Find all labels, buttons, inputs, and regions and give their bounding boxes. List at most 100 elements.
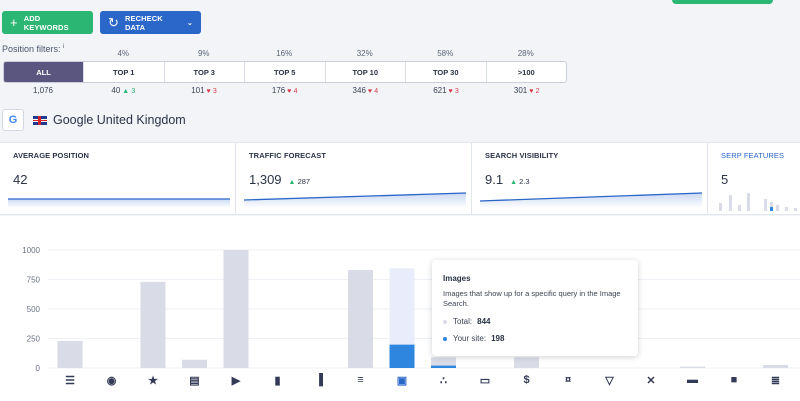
filter-percentages: 4% 9% 16% 32% 58% 28% bbox=[83, 49, 566, 58]
bar-total-people-also-ask[interactable] bbox=[348, 270, 373, 368]
filter-tab-top-3[interactable]: TOP 3 bbox=[165, 62, 245, 82]
bar-total-featured-snippet[interactable] bbox=[57, 340, 83, 368]
filter-percent: 16% bbox=[276, 49, 293, 58]
kpi-value: 1,309 bbox=[249, 172, 282, 187]
carousel-icon[interactable]: ▮ bbox=[274, 374, 281, 387]
filter-percent: 9% bbox=[197, 49, 210, 58]
heart-down-icon: ♥ bbox=[365, 88, 373, 95]
x-icon[interactable]: ✕ bbox=[646, 374, 656, 387]
count-value: 176 bbox=[271, 86, 286, 95]
heart-down-icon: ♥ bbox=[204, 88, 211, 95]
rectangle-icon[interactable]: ▭ bbox=[479, 374, 491, 387]
filter-count: 1,076 bbox=[3, 86, 83, 95]
region-name: Google United Kingdom bbox=[53, 113, 186, 127]
count-value: 101 bbox=[191, 86, 205, 95]
recheck-data-button[interactable]: ↻ RECHECK DATA ⌄ bbox=[100, 11, 201, 34]
kpi-delta: 287 bbox=[297, 177, 311, 186]
image-icon[interactable]: ▣ bbox=[396, 374, 408, 387]
pin-icon[interactable]: ◉ bbox=[106, 374, 117, 387]
kpi-title[interactable]: SERP FEATURES bbox=[721, 151, 785, 160]
faq-icon[interactable]: ≡ bbox=[357, 374, 364, 386]
kpi-value: 42 bbox=[13, 172, 28, 187]
filter-count: 621 ♥ 3 bbox=[406, 86, 487, 95]
y-tick-label: 750 bbox=[27, 276, 41, 285]
serp-features-chart: 0 250 500 750 1000 ☰ ◉ ★ ▤ ▶ ▮ ▐ ≡ ▣ ∴ ▭ $ ¤ ▽ ✕ ▬ ■ ≣ bbox=[0, 216, 800, 401]
bar-total-sitelinks[interactable] bbox=[182, 359, 207, 368]
heart-down-icon: ♥ bbox=[446, 88, 453, 95]
basket-icon[interactable]: ▽ bbox=[605, 374, 614, 387]
position-filters-label: Position filters: i bbox=[2, 44, 65, 54]
bar-total-shopping[interactable] bbox=[514, 357, 539, 368]
arrow-up-icon: ▲ bbox=[120, 88, 130, 95]
filter-tab-top-10[interactable]: TOP 10 bbox=[326, 62, 406, 82]
menu-icon[interactable]: ≣ bbox=[770, 374, 781, 387]
toolbar: + ADD KEYWORDS ↻ RECHECK DATA ⌄ bbox=[0, 0, 800, 42]
filter-tab-top-30[interactable]: TOP 30 bbox=[406, 62, 487, 82]
briefcase-icon[interactable]: ■ bbox=[730, 374, 738, 386]
kpi-title: SEARCH VISIBILITY bbox=[485, 151, 559, 160]
uk-flag-icon bbox=[33, 115, 47, 125]
kpi-cards: AVERAGE POSITION 42 TRAFFIC FORECAST 1,3… bbox=[0, 142, 800, 215]
count-value: 346 bbox=[352, 86, 366, 95]
kpi-title: AVERAGE POSITION bbox=[13, 151, 90, 160]
bar-total-hotels[interactable] bbox=[680, 366, 705, 368]
serp-feature-icons: ☰ ◉ ★ ▤ ▶ ▮ ▐ ≡ ▣ ∴ ▭ $ ¤ ▽ ✕ ▬ ■ ≣ bbox=[0, 371, 800, 389]
tooltip-total-value: 844 bbox=[477, 317, 491, 327]
news-icon[interactable]: ▐ bbox=[315, 374, 323, 386]
info-icon[interactable]: i bbox=[63, 44, 65, 50]
graph-icon[interactable]: ∴ bbox=[440, 374, 447, 387]
kpi-traffic-forecast[interactable]: TRAFFIC FORECAST 1,309 ▲ 287 bbox=[236, 143, 472, 214]
table-icon[interactable]: ▤ bbox=[189, 374, 200, 387]
filter-tab-over-100[interactable]: >100 bbox=[517, 67, 535, 77]
bar-total-reviews[interactable] bbox=[140, 281, 166, 368]
recheck-data-label: RECHECK DATA bbox=[125, 13, 163, 32]
region-selector: G Google United Kingdom bbox=[2, 108, 186, 132]
bar-site-images[interactable] bbox=[389, 344, 415, 368]
dollar-circle-icon[interactable]: ¤ bbox=[564, 374, 572, 386]
bar-total-video[interactable] bbox=[223, 250, 249, 368]
bar-total-knowledge-graph[interactable] bbox=[431, 357, 456, 368]
arrow-up-icon: ▲ bbox=[510, 179, 518, 186]
count-delta: 2 bbox=[535, 88, 540, 95]
chart-tooltip: Images Images that show up for a specifi… bbox=[432, 260, 638, 356]
legend-dot-total bbox=[443, 319, 447, 324]
add-keywords-label: ADD KEYWORDS bbox=[23, 13, 69, 32]
dollar-badge-icon[interactable]: $ bbox=[523, 374, 530, 386]
filter-count: 176 ♥ 4 bbox=[244, 86, 325, 95]
bed-icon[interactable]: ▬ bbox=[687, 374, 698, 386]
tooltip-description: Images that show up for a specific query… bbox=[443, 289, 621, 309]
count-value: 40 bbox=[111, 86, 121, 95]
filter-tab-top-5[interactable]: TOP 5 bbox=[245, 62, 326, 82]
filter-tab-top-1[interactable]: TOP 1 bbox=[84, 62, 165, 82]
star-icon[interactable]: ★ bbox=[148, 374, 158, 387]
bar-site-knowledge-graph[interactable] bbox=[431, 365, 456, 368]
chevron-down-icon[interactable]: ⌄ bbox=[187, 19, 193, 27]
serp-features-minichart bbox=[719, 193, 797, 211]
bar-total-related-searches[interactable] bbox=[763, 365, 788, 368]
kpi-value: 5 bbox=[721, 172, 729, 187]
google-icon[interactable]: G bbox=[2, 109, 24, 131]
kpi-serp-features[interactable]: SERP FEATURES 5 bbox=[708, 143, 800, 214]
kpi-search-visibility[interactable]: SEARCH VISIBILITY 9.1 ▲ 2.3 bbox=[472, 143, 708, 214]
refresh-icon: ↻ bbox=[108, 15, 119, 30]
kpi-average-position[interactable]: AVERAGE POSITION 42 bbox=[0, 143, 236, 214]
filter-count: 346 ♥ 4 bbox=[325, 86, 406, 95]
add-keywords-button[interactable]: + ADD KEYWORDS bbox=[2, 11, 93, 34]
video-icon[interactable]: ▶ bbox=[231, 374, 241, 387]
arrow-up-icon: ▲ bbox=[288, 179, 296, 186]
tooltip-title: Images bbox=[443, 274, 471, 283]
position-filter-tabs: ALL TOP 1 TOP 3 TOP 5 TOP 10 TOP 30 >100 bbox=[3, 61, 567, 83]
kpi-delta: 2.3 bbox=[519, 177, 530, 186]
count-value: 621 bbox=[433, 86, 447, 95]
filter-tab-all[interactable]: ALL bbox=[4, 62, 84, 82]
top-right-button[interactable] bbox=[672, 0, 773, 4]
filter-percent: 4% bbox=[117, 49, 130, 58]
count-delta: 4 bbox=[293, 88, 298, 95]
filter-count: 301 ♥ 2 bbox=[486, 86, 567, 95]
y-tick-label: 250 bbox=[27, 335, 41, 344]
heart-down-icon: ♥ bbox=[527, 88, 534, 95]
count-delta: 3 bbox=[212, 88, 217, 95]
list-icon[interactable]: ☰ bbox=[65, 374, 75, 387]
y-tick-label: 500 bbox=[27, 305, 41, 314]
tooltip-total-label: Total: bbox=[453, 317, 473, 327]
